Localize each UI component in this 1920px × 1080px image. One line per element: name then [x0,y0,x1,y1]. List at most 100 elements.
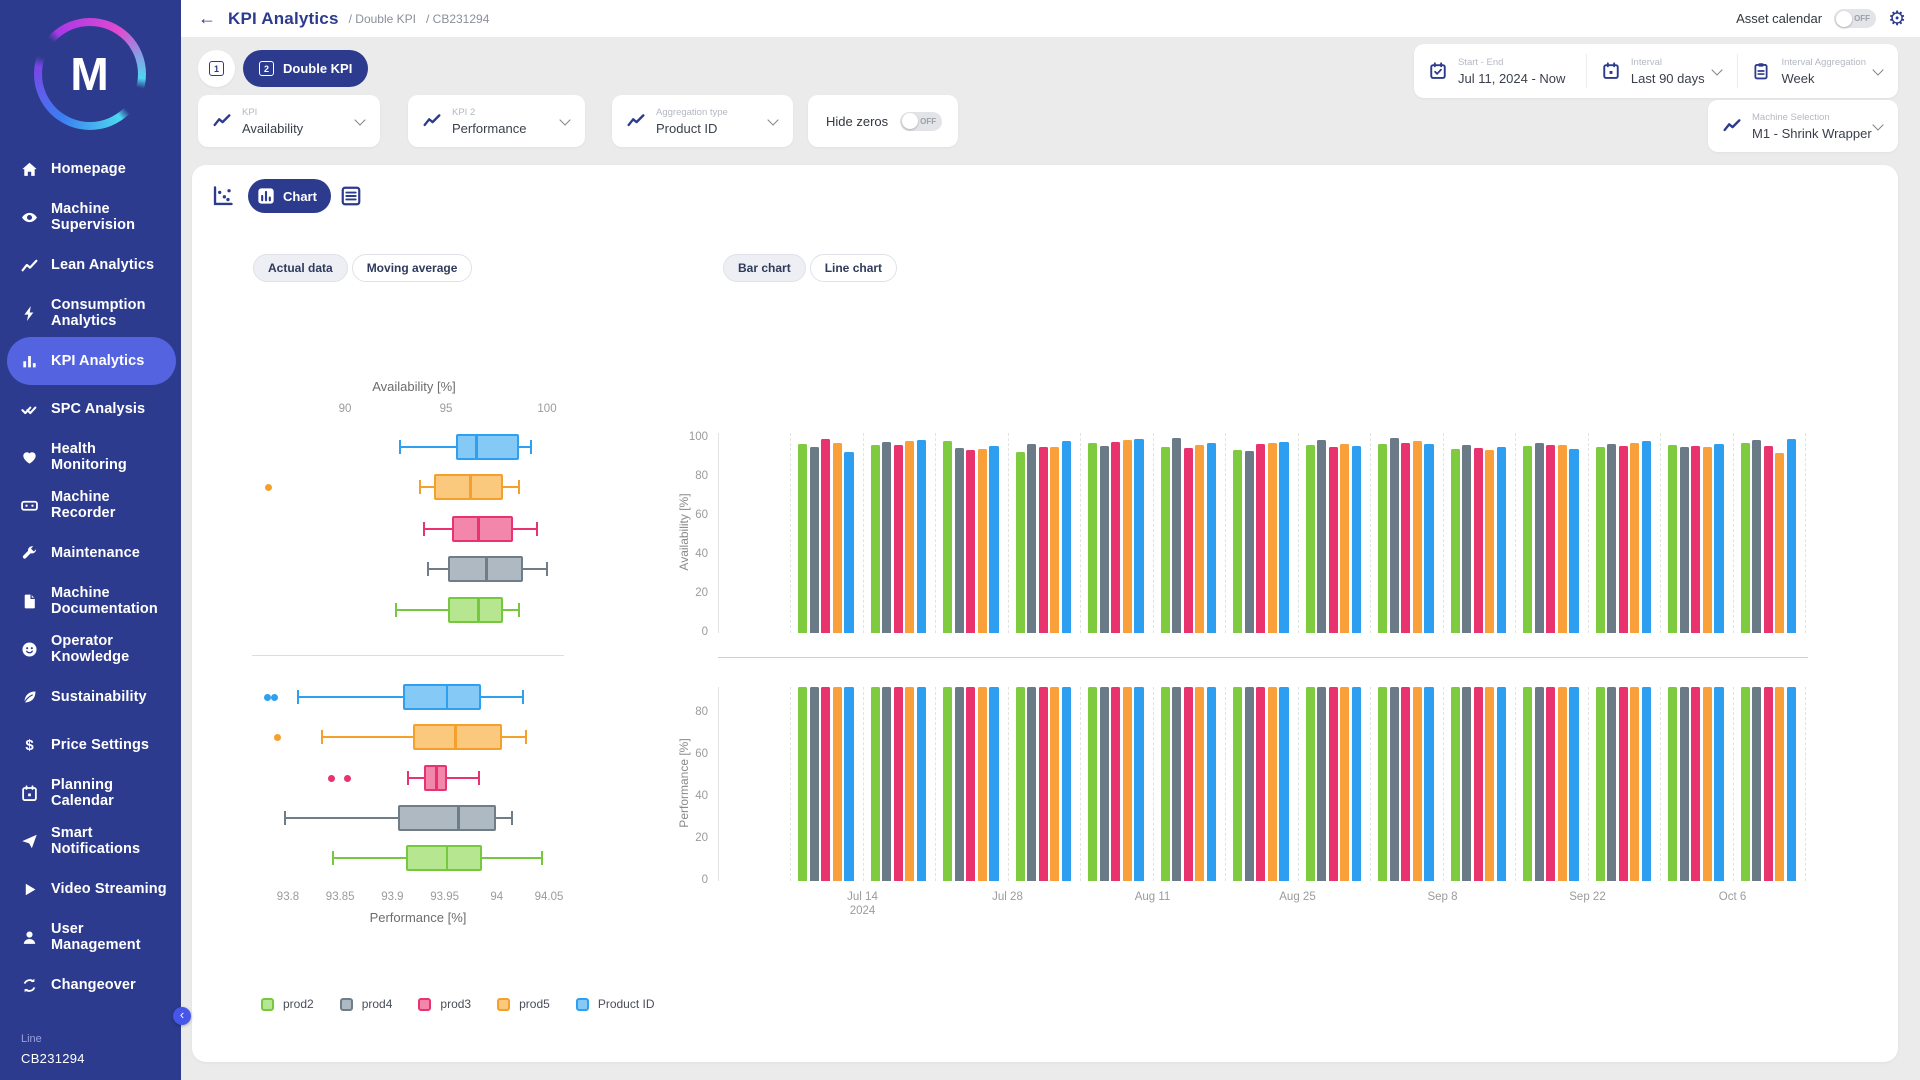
bar-prod5 [1340,687,1350,881]
bar-prod5 [1630,687,1640,881]
sidebar-item-operator-knowledge[interactable]: Operator Knowledge [0,625,181,673]
sidebar-item-user-management[interactable]: User Management [0,913,181,961]
toggle-knob [901,113,918,129]
boxplot-median [445,845,449,871]
bar-chart-x-tick: Sep 8 [1427,891,1458,903]
bar-prod4 [1679,446,1689,633]
bar-chart-gridline [935,433,936,633]
sidebar-item-changeover[interactable]: Changeover [0,961,181,1009]
sidebar-item-video-streaming[interactable]: Video Streaming [0,865,181,913]
bar-prod3 [1111,687,1121,881]
boxplot-outlier [274,733,282,741]
trend-icon [627,112,645,130]
bar-prod2 [1088,687,1098,881]
legend-item-prod5[interactable]: prod5 [497,997,550,1011]
kpi-dropdown[interactable]: KPI Availability [198,95,380,147]
bar-chart-x-tick: Aug 11 [1134,891,1171,903]
interval-dropdown[interactable]: Interval Last 90 days [1587,57,1737,86]
chevron-down-icon[interactable] [767,113,779,126]
sidebar-collapse-button[interactable]: ‹ [173,1007,191,1025]
sidebar-item-price-settings[interactable]: $ Price Settings [0,721,181,769]
boxplot-box-prod3 [452,516,513,542]
chevron-down-icon[interactable] [1872,63,1884,76]
kpi2-dropdown[interactable]: KPI 2 Performance [408,95,585,147]
start-end-control[interactable]: Start - End Jul 11, 2024 - Now [1414,57,1586,86]
tab-single-kpi[interactable]: 1 [198,50,235,87]
tab-double-kpi[interactable]: 2 Double KPI [243,50,369,87]
toggle-knob [1835,10,1852,27]
bar-prod4 [954,447,964,633]
bar-product-id [1279,441,1289,633]
asset-calendar-toggle[interactable]: OFF [1834,9,1877,28]
boxplot-cap [517,480,520,494]
sidebar-item-homepage[interactable]: Homepage [0,145,181,193]
boxplot-outlier [263,693,271,701]
bar-prod2 [1595,446,1605,633]
sidebar-item-consumption-analytics[interactable]: Consumption Analytics [0,289,181,337]
chevron-down-icon[interactable] [1710,63,1723,76]
bar-prod4 [1607,443,1617,633]
bar-prod5 [1775,687,1785,881]
scatter-view-icon[interactable] [212,185,234,207]
line-label: Line [21,1033,42,1045]
chevron-down-icon[interactable] [1872,118,1884,131]
sidebar-item-lean-analytics[interactable]: Lean Analytics [0,241,181,289]
sidebar-item-machine-supervision[interactable]: Machine Supervision [0,193,181,241]
bar-chart-gridline [1660,687,1661,881]
chevron-down-icon[interactable] [354,113,366,126]
app-logo-inner: M [42,26,138,122]
boxplot-median [435,765,438,791]
bar-prod2 [798,687,808,881]
bar-prod3 [1763,687,1773,881]
sidebar-item-sustainability[interactable]: Sustainability [0,673,181,721]
chart-type-line-chart[interactable]: Line chart [809,254,898,282]
chevron-down-icon[interactable] [559,113,571,126]
sidebar-item-smart-notifications[interactable]: Smart Notifications [0,817,181,865]
legend-item-prod4[interactable]: prod4 [339,997,392,1011]
sidebar-item-kpi-analytics[interactable]: KPI Analytics [7,337,176,385]
boxplot-box-product-id [456,434,519,460]
legend-swatch [575,997,589,1011]
legend-label: prod2 [283,997,314,1011]
boxplot-cap [525,730,528,744]
bar-chart-x-tick: Jul 28 [992,891,1023,903]
bar-prod5 [1267,442,1277,633]
sidebar-item-label: User Management [51,920,141,953]
sidebar-item-machine-recorder[interactable]: Machine Recorder [0,481,181,529]
hide-zeros-toggle[interactable]: OFF [900,111,943,131]
bar-prod5 [832,687,842,881]
start-end-label: Start - End [1458,56,1504,68]
sidebar-item-spc-analysis[interactable]: SPC Analysis [0,385,181,433]
bolt-icon [21,305,38,322]
sidebar-item-planning-calendar[interactable]: Planning Calendar [0,769,181,817]
chart-view-button[interactable]: Chart [248,179,331,213]
sidebar-item-health-monitoring[interactable]: Health Monitoring [0,433,181,481]
boxplot-box-prod2 [448,597,503,623]
legend-item-product-id[interactable]: Product ID [575,997,655,1011]
bar-prod5 [832,442,842,633]
data-mode-actual-data[interactable]: Actual data [253,254,348,282]
boxplot-cap [540,851,543,865]
app-logo[interactable]: M [34,18,146,130]
bar-chart-gridline [1515,433,1516,633]
chart-type-bar-chart[interactable]: Bar chart [723,254,806,282]
gear-icon[interactable]: ⚙ [1888,7,1906,30]
bar-prod2 [1233,687,1243,881]
machine-selection-dropdown[interactable]: Machine Selection M1 - Shrink Wrapper [1708,100,1898,152]
back-arrow-icon[interactable]: ← [198,8,216,28]
table-view-icon[interactable] [340,185,362,207]
bar-prod2 [870,444,880,633]
interval-aggregation-dropdown[interactable]: Interval Aggregation Week [1737,57,1898,86]
data-mode-group: Actual data Moving average [253,254,473,282]
legend-item-prod3[interactable]: prod3 [418,997,471,1011]
legend-item-prod2[interactable]: prod2 [261,997,314,1011]
data-mode-moving-average[interactable]: Moving average [351,254,473,282]
bar-prod4 [1244,687,1254,881]
sidebar-item-machine-documentation[interactable]: Machine Documentation [0,577,181,625]
breadcrumb-line[interactable]: / CB231294 [426,11,490,26]
aggregation-type-dropdown[interactable]: Aggregation type Product ID [612,95,793,147]
sidebar-item-maintenance[interactable]: Maintenance [0,529,181,577]
legend-label: Product ID [597,997,655,1011]
bar-chart-gridline [790,433,791,633]
breadcrumb-double-kpi[interactable]: / Double KPI [348,11,416,26]
